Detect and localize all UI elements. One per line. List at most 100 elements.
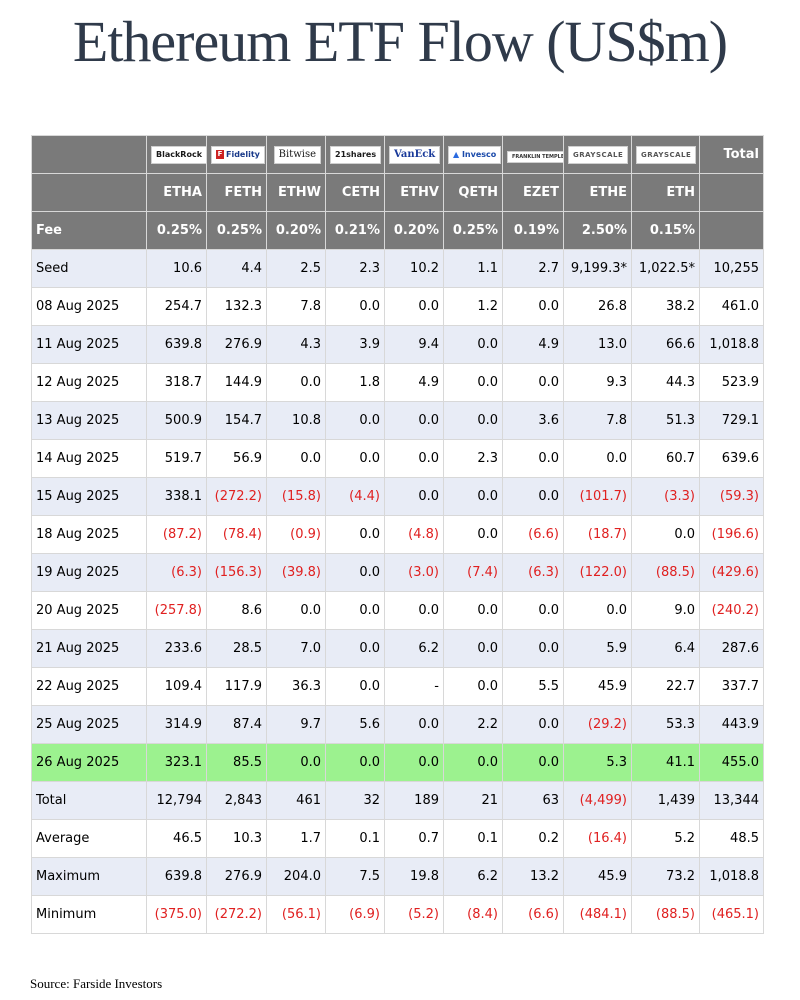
issuer-cell: GRAYSCALE (563, 135, 632, 174)
row-total-cell: 10,255 (699, 249, 764, 288)
table-row: 13 Aug 2025 500.9 154.7 10.8 0.0 0.0 0.0 3.6 7.8… (31, 401, 764, 440)
flow-value-cell: 46.5 (146, 819, 207, 858)
row-total-cell: 443.9 (699, 705, 764, 744)
franklin-templeton-logo: FRANKLIN TEMPLETON (507, 150, 563, 163)
issuer-cell: F Fidelity (206, 135, 267, 174)
flow-value-cell: 9,199.3* (563, 249, 632, 288)
row-total-cell: 639.6 (699, 439, 764, 478)
flow-value-cell: 9.0 (631, 591, 700, 630)
table-row-highlighted: 26 Aug 2025 323.1 85.5 0.0 0.0 0.0 0.0 0.0 5.3 41… (31, 743, 764, 782)
flow-value-cell: 45.9 (563, 857, 632, 896)
flow-value-cell: 144.9 (206, 363, 267, 402)
row-total-cell: 1,018.8 (699, 857, 764, 896)
flow-value-cell: 4.9 (502, 325, 564, 364)
flow-value-cell: 0.0 (384, 439, 444, 478)
flow-value-cell: 0.0 (502, 477, 564, 516)
row-total-cell: 461.0 (699, 287, 764, 326)
table-row: 12 Aug 2025 318.7 144.9 0.0 1.8 4.9 0.0 0.0 9.3 4… (31, 363, 764, 402)
table-row: 14 Aug 2025 519.7 56.9 0.0 0.0 0.0 2.3 0.0 0.0 60… (31, 439, 764, 478)
table-row: Seed 10.6 4.4 2.5 2.3 10.2 1.1 2.7 9,199.3* 1,022… (31, 249, 764, 288)
flow-value-cell: (6.6) (502, 515, 564, 554)
flow-value-cell: 44.3 (631, 363, 700, 402)
row-total-cell: 523.9 (699, 363, 764, 402)
ticker-row: ETHA FETH ETHW CETH ETHV QETH EZET ETHE ETH (31, 173, 764, 212)
flow-value-cell: 1,439 (631, 781, 700, 820)
flow-value-cell: (0.9) (266, 515, 326, 554)
flow-value-cell: 60.7 (631, 439, 700, 478)
flow-value-cell: 36.3 (266, 667, 326, 706)
flow-value-cell: 7.8 (266, 287, 326, 326)
ticker-header: QETH (443, 173, 503, 212)
flow-value-cell: 0.0 (443, 325, 503, 364)
table-row: 15 Aug 2025 338.1 (272.2) (15.8) (4.4) 0.0 0.0… (31, 477, 764, 516)
flow-value-cell: 0.0 (502, 743, 564, 782)
flow-value-cell: 0.0 (266, 591, 326, 630)
flow-value-cell: 500.9 (146, 401, 207, 440)
flow-value-cell: 0.0 (325, 553, 385, 592)
row-label: 12 Aug 2025 (31, 363, 147, 402)
row-total-cell: (196.6) (699, 515, 764, 554)
flow-value-cell: 0.1 (443, 819, 503, 858)
table-row: 11 Aug 2025 639.8 276.9 4.3 3.9 9.4 0.0 4.9 13.0… (31, 325, 764, 364)
flow-value-cell: 314.9 (146, 705, 207, 744)
flow-value-cell: 13.2 (502, 857, 564, 896)
flow-value-cell: (375.0) (146, 895, 207, 934)
row-label: Seed (31, 249, 147, 288)
flow-value-cell: 0.0 (502, 439, 564, 478)
flow-value-cell: 338.1 (146, 477, 207, 516)
table-row: 08 Aug 2025 254.7 132.3 7.8 0.0 0.0 1.2 0.0 26.8… (31, 287, 764, 326)
row-total-cell: (240.2) (699, 591, 764, 630)
flow-value-cell: 0.0 (384, 477, 444, 516)
ticker-header: ETHV (384, 173, 444, 212)
flow-value-cell: 87.4 (206, 705, 267, 744)
flow-value-cell: 0.0 (266, 439, 326, 478)
flow-value-cell: 73.2 (631, 857, 700, 896)
flow-value-cell: 233.6 (146, 629, 207, 668)
table-row: 25 Aug 2025 314.9 87.4 9.7 5.6 0.0 2.2 0.0 (29.2… (31, 705, 764, 744)
flow-value-cell: 0.0 (384, 591, 444, 630)
flow-value-cell: (122.0) (563, 553, 632, 592)
flow-value-cell: 8.6 (206, 591, 267, 630)
flow-value-cell: 132.3 (206, 287, 267, 326)
row-total-cell: 455.0 (699, 743, 764, 782)
row-label: 26 Aug 2025 (31, 743, 147, 782)
row-label: 19 Aug 2025 (31, 553, 147, 592)
row-label: Maximum (31, 857, 147, 896)
fee-cell: 0.25% (146, 211, 207, 250)
table-row: Average 46.5 10.3 1.7 0.1 0.7 0.1 0.2 (16.4) 5.2 4… (31, 819, 764, 858)
flow-value-cell: 45.9 (563, 667, 632, 706)
row-label: 15 Aug 2025 (31, 477, 147, 516)
row-label: 14 Aug 2025 (31, 439, 147, 478)
ticker-header: CETH (325, 173, 385, 212)
flow-value-cell: (78.4) (206, 515, 267, 554)
flow-value-cell: 0.0 (266, 743, 326, 782)
invesco-mark-icon: ▲ (453, 149, 460, 159)
invesco-logo-text: Invesco (461, 149, 497, 159)
flow-value-cell: 0.0 (631, 515, 700, 554)
flow-value-cell: 0.0 (443, 667, 503, 706)
flow-value-cell: 7.0 (266, 629, 326, 668)
row-total-cell: 337.7 (699, 667, 764, 706)
etf-flow-table: BlackRock F Fidelity Bitwise 21shares Van… (31, 135, 764, 934)
flow-value-cell: 66.6 (631, 325, 700, 364)
flow-value-cell: 5.3 (563, 743, 632, 782)
flow-value-cell: 1.2 (443, 287, 503, 326)
flow-value-cell: 276.9 (206, 325, 267, 364)
flow-value-cell: 7.8 (563, 401, 632, 440)
flow-value-cell: 323.1 (146, 743, 207, 782)
row-total-cell: 13,344 (699, 781, 764, 820)
flow-value-cell: 5.5 (502, 667, 564, 706)
row-label: 25 Aug 2025 (31, 705, 147, 744)
flow-value-cell: 38.2 (631, 287, 700, 326)
flow-value-cell: 117.9 (206, 667, 267, 706)
flow-value-cell: (272.2) (206, 477, 267, 516)
fidelity-logo: F Fidelity (211, 145, 265, 164)
table-row: Total 12,794 2,843 461 32 189 21 63 (4,499) 1,439… (31, 781, 764, 820)
flow-value-cell: 0.0 (443, 629, 503, 668)
flow-value-cell: 0.0 (384, 287, 444, 326)
blackrock-logo: BlackRock (151, 145, 206, 164)
flow-value-cell: 6.2 (384, 629, 444, 668)
issuer-cell: Bitwise (266, 135, 326, 174)
row-label: Total (31, 781, 147, 820)
flow-value-cell: 4.3 (266, 325, 326, 364)
